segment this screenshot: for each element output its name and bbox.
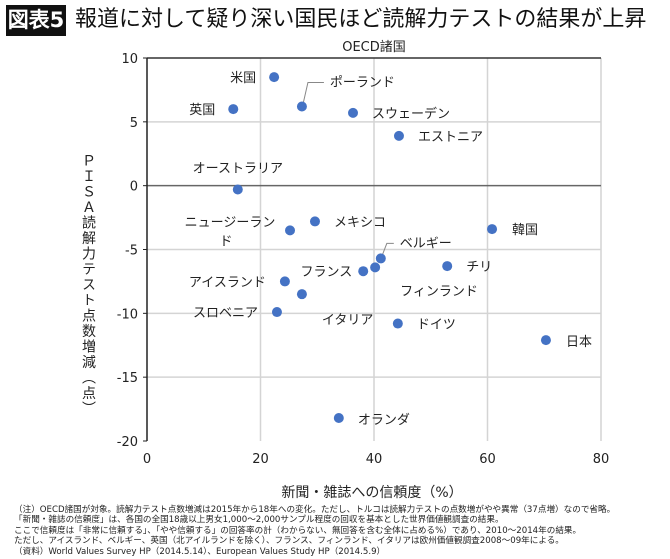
data-point: [348, 107, 359, 118]
y-tick-label: -5: [125, 244, 138, 259]
data-point: [296, 289, 307, 300]
point-label: フィンランド: [400, 284, 478, 299]
data-point: [442, 261, 453, 272]
data-point: [393, 130, 404, 141]
x-tick-label: 80: [593, 452, 610, 467]
point-label: スロベニア: [193, 306, 258, 321]
footnote-line: 「新聞・雑誌の信頼度」は、各国の全国18歳以上男女1,000～2,000サンプル…: [14, 515, 504, 526]
point-label: 英国: [189, 103, 215, 118]
leader-line: [302, 82, 324, 105]
footnote-line: ここで信頼度は「非常に信頼する」、「やや信頼する」の回答率の計（わからない、無回…: [14, 525, 582, 536]
point-label: ポーランド: [330, 76, 395, 91]
point-label: エストニア: [418, 130, 483, 145]
point-label: ドイツ: [417, 318, 456, 333]
point-label: ベルギー: [400, 236, 452, 251]
y-tick-label: 0: [130, 180, 138, 195]
point-label: オーストラリア: [193, 161, 283, 176]
data-point: [269, 72, 280, 83]
x-tick-label: 0: [143, 452, 151, 467]
data-point: [370, 262, 381, 273]
footnotes: （注）OECD諸国が対象。読解力テスト点数増減は2015年から18年への変化。た…: [14, 505, 615, 557]
data-point: [358, 266, 369, 277]
data-point: [487, 224, 498, 235]
data-point: [279, 276, 290, 287]
y-tick-label: -20: [117, 435, 138, 450]
point-label: チリ: [466, 260, 492, 275]
point-label: オランダ: [358, 413, 410, 428]
point-label: アイスランド: [189, 275, 266, 290]
y-tick-label: 5: [130, 116, 138, 131]
leader-line: [381, 242, 394, 257]
data-point: [228, 104, 239, 115]
y-tick-label: -15: [117, 371, 138, 386]
chart-title: OECD諸国: [342, 39, 406, 55]
x-tick-label: 60: [479, 452, 496, 467]
y-axis-label: ＰＩＳＡ読解力テスト点数増減（点）: [80, 153, 96, 417]
data-point: [333, 413, 344, 424]
y-tick-label: -10: [117, 307, 138, 322]
footnote-line: ただし、アイスランド、ベルギー、英国（北アイルランドを除く）、フランス、フィンラ…: [14, 536, 564, 547]
y-tick-label: 10: [121, 52, 138, 67]
x-tick-label: 20: [252, 452, 269, 467]
point-label: ニュージーラン: [185, 215, 276, 230]
figure-badge: 図表5: [6, 5, 66, 36]
data-point: [392, 318, 403, 329]
point-label: フランス: [300, 265, 352, 280]
data-point: [296, 101, 307, 112]
point-label: 韓国: [512, 223, 538, 238]
point-label: 日本: [566, 335, 592, 350]
point-label: メキシコ: [334, 215, 386, 230]
footnote-line: （資料）World Values Survey HP（2014.5.14）、Eu…: [14, 546, 386, 557]
data-point: [271, 307, 282, 318]
scatter-chart: 10 5 0 -5 -10 -15 -20 0 20 40 60 80 OECD諸国新聞・雑誌への信頼度…: [80, 39, 610, 500]
point-label: 米国: [230, 71, 256, 86]
point-label: スウェーデン: [372, 106, 450, 122]
data-point: [540, 335, 551, 346]
data-point: [285, 225, 296, 236]
data-point: [375, 253, 386, 264]
point-label: ド: [220, 234, 233, 249]
data-point: [232, 184, 243, 195]
x-tick-label: 40: [366, 452, 383, 467]
point-label: イタリア: [322, 313, 373, 328]
footnote-line: （注）OECD諸国が対象。読解力テスト点数増減は2015年から18年への変化。た…: [14, 505, 616, 515]
data-point: [309, 216, 320, 227]
x-axis-label: 新聞・雑誌への信頼度（%）: [281, 485, 462, 500]
figure-title: 報道に対して疑り深い国民ほど読解力テストの結果が上昇: [75, 7, 647, 32]
